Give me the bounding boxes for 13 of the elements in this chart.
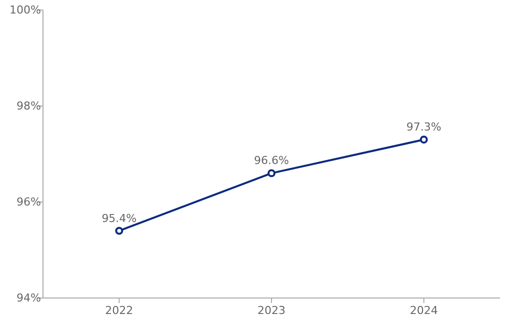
y-tick-label: 94% [16,292,41,305]
x-tick-label: 2023 [258,304,286,317]
x-tick-label: 2024 [410,304,438,317]
data-label: 95.4% [102,212,137,225]
y-tick-label: 100% [10,4,41,17]
point [420,136,428,144]
y-tick-label: 98% [16,100,41,113]
x-tick-label: 2022 [105,304,134,317]
y-tick-label: 96% [16,196,41,209]
data-label: 97.3% [406,120,442,134]
data-label: 96.6% [254,154,289,168]
point [115,226,124,235]
point [268,169,276,178]
